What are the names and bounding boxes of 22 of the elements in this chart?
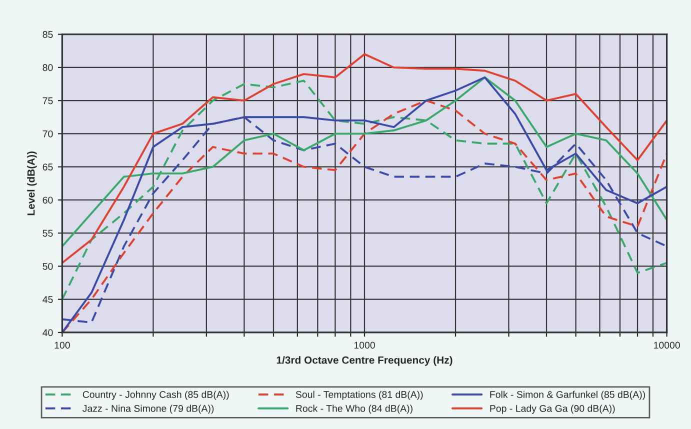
- y-tick-label: 65: [42, 164, 53, 170]
- x-axis-title: 1/3rd Octave Centre Frequency (Hz): [276, 356, 452, 366]
- y-tick-label: 40: [42, 329, 53, 336]
- legend-label: Country - Johnny Cash (85 dB(A)): [82, 390, 229, 400]
- y-tick-label: 45: [42, 296, 53, 303]
- legend-label: Rock - The Who (84 dB(A)): [296, 404, 412, 414]
- y-tick-label: 50: [42, 262, 53, 270]
- line-series: [62, 53, 667, 264]
- y-axis-title: Level (dB(A)): [27, 152, 37, 216]
- legend-label: Folk - Simon & Garfunkel (85 dB(A)): [490, 390, 645, 400]
- y-tick-label: 60: [42, 196, 53, 204]
- x-tick-label: 10000: [654, 342, 680, 349]
- y-tick-label: 70: [42, 130, 53, 138]
- legend-label: Pop - Lady Ga Ga (90 dB(A)): [490, 404, 615, 414]
- y-tick-label: 80: [42, 64, 53, 72]
- y-tick-label: 85: [42, 31, 53, 38]
- x-tick-label: 100: [54, 342, 70, 349]
- y-tick-label: 55: [42, 230, 53, 237]
- x-tick-label: 1000: [354, 342, 375, 349]
- legend-label: Jazz - Nina Simone (79 dB(A)): [82, 404, 214, 414]
- legend-label: Soul - Temptations (81 dB(A)): [296, 390, 423, 400]
- y-tick-label: 75: [42, 97, 53, 104]
